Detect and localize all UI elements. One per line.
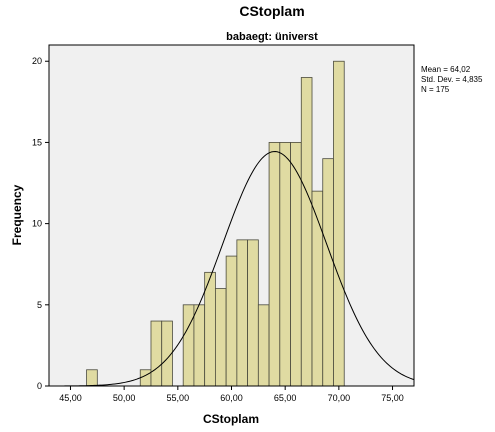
x-tick-label: 60,00: [220, 393, 243, 403]
y-tick-label: 10: [32, 219, 42, 229]
x-tick-label: 75,00: [381, 393, 404, 403]
histogram-bar: [86, 369, 98, 387]
histogram-bar: [268, 142, 281, 387]
histogram-bar: [322, 158, 334, 387]
x-tick-label: 45,00: [59, 393, 82, 403]
y-axis-label: Frequency: [10, 184, 24, 245]
x-tick-label: 70,00: [328, 393, 351, 403]
histogram-bar: [182, 304, 195, 387]
y-tick-label: 15: [32, 137, 42, 147]
histogram-bar: [225, 255, 238, 387]
histogram-bar: [300, 77, 313, 387]
stats-std-dev: Std. Dev. = 4,835: [421, 75, 483, 84]
histogram-bar: [311, 190, 324, 387]
y-tick-label: 5: [37, 300, 42, 310]
histogram-bar: [257, 304, 270, 387]
histogram-bar: [236, 239, 249, 387]
stats-legend: Mean = 64,02 Std. Dev. = 4,835 N = 175: [421, 65, 483, 94]
histogram-bar: [150, 320, 163, 387]
histogram-bar: [333, 60, 345, 387]
y-axis: 0 5 10 15 20: [32, 56, 49, 391]
chart-title: CStoplam: [239, 3, 304, 19]
x-tick-label: 65,00: [274, 393, 297, 403]
histogram-bar: [139, 369, 152, 387]
y-tick-label: 0: [37, 381, 42, 391]
stats-mean: Mean = 64,02: [421, 65, 471, 74]
chart-subtitle: babaegt: üniverst: [226, 31, 318, 43]
normal-curve: [49, 151, 415, 387]
x-tick-label: 55,00: [167, 393, 190, 403]
stats-n: N = 175: [421, 85, 450, 94]
histogram-bar: [279, 142, 291, 387]
histogram-bar: [193, 304, 206, 387]
x-axis-label: CStoplam: [203, 412, 259, 426]
x-tick-label: 50,00: [113, 393, 136, 403]
histogram-bar: [290, 142, 302, 387]
histogram-bar: [204, 271, 216, 387]
histogram-bar: [214, 288, 227, 387]
x-axis: 45,00 50,00 55,00 60,00 65,00 70,00 75,00: [59, 386, 404, 403]
histogram-bar: [247, 239, 259, 387]
y-tick-label: 20: [32, 56, 42, 66]
